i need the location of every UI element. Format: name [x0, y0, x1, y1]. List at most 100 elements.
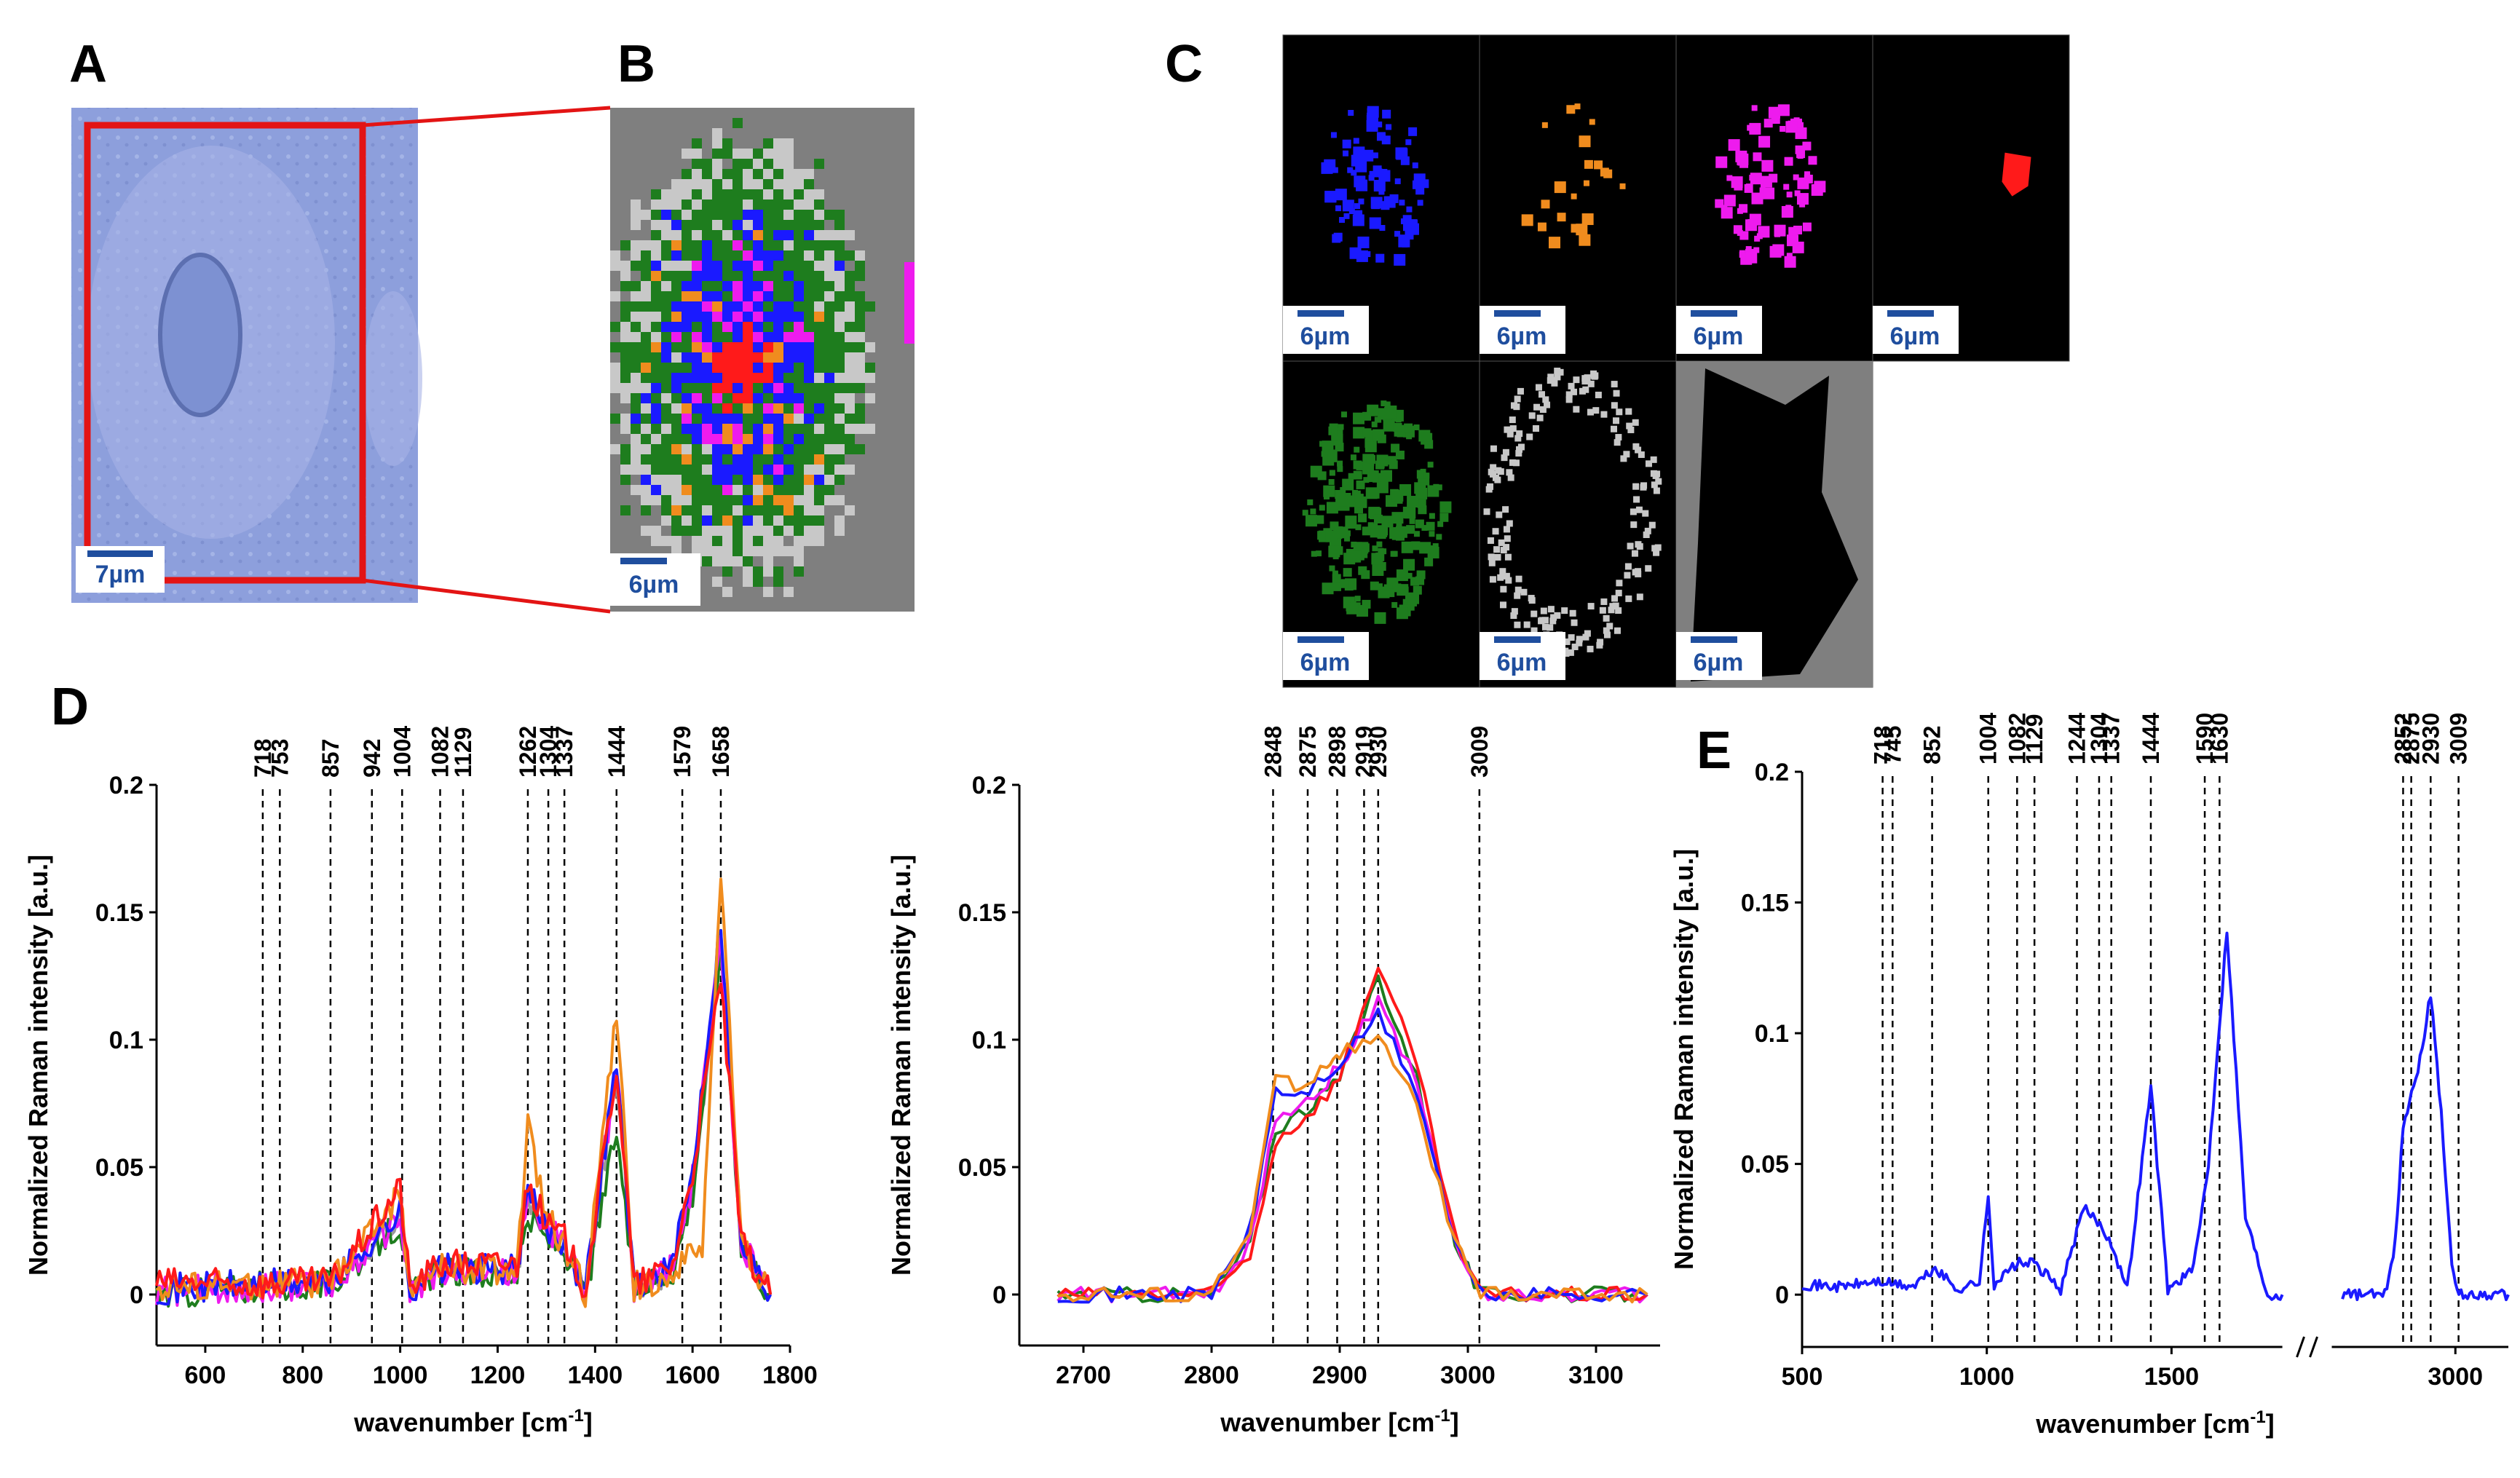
- x-axis-label: wavenumber [cm-1]: [353, 1406, 592, 1437]
- zoom-line-top: [362, 106, 611, 127]
- panel-a-roi-frame: [84, 122, 366, 584]
- peak-label: 1337: [551, 726, 577, 778]
- y-axis-label: Normalized Raman intensity [a.u.]: [886, 855, 916, 1276]
- y-tick-label: 0: [130, 1281, 143, 1309]
- y-tick-label: 0.15: [958, 899, 1006, 927]
- series-blue-hf: [2341, 996, 2510, 1302]
- x-tick-label: 3100: [1568, 1362, 1624, 1389]
- panel-label-e: E: [1697, 722, 1731, 780]
- x-tick-label: 1000: [373, 1362, 428, 1389]
- peak-label: 1658: [708, 726, 734, 778]
- component-map-gray: 6µm: [1675, 360, 1873, 688]
- y-axis-label: Normalized Raman intensity [a.u.]: [1669, 849, 1699, 1270]
- panel-b-scale-label: 6µm: [629, 571, 679, 598]
- component-map-scale-label: 6µm: [1300, 649, 1351, 676]
- component-map-magenta: 6µm: [1675, 34, 1873, 362]
- x-tick-label: 1500: [2144, 1363, 2200, 1391]
- peak-label: 857: [317, 739, 344, 778]
- peak-label: 1337: [2098, 713, 2125, 764]
- x-tick-label: 500: [1782, 1363, 1823, 1391]
- x-tick-label: 1000: [1959, 1363, 2015, 1391]
- peak-label: 2875: [1295, 726, 1321, 778]
- component-map-green: 6µm: [1282, 360, 1480, 688]
- peak-label: 1244: [2063, 713, 2090, 764]
- zoom-line-bottom: [362, 578, 611, 614]
- series-orange: [1057, 1034, 1648, 1304]
- peak-label: 1444: [604, 726, 630, 778]
- series-green: [1056, 974, 1648, 1303]
- y-tick-label: 0: [992, 1281, 1006, 1309]
- x-tick-label: 1600: [665, 1362, 720, 1389]
- peak-label: 2919: [1351, 726, 1377, 778]
- component-map-lightgray: 6µm: [1479, 360, 1677, 688]
- component-map-scale-label: 6µm: [1890, 323, 1940, 350]
- chart-e-average-spectrum: 0 0.05 0.1 0.15 0.2 500 1000 1500 3000 wavenumber…: [1669, 713, 2510, 1439]
- y-axis-label: Normalized Raman intensity [a.u.]: [23, 855, 53, 1276]
- peak-label: 2898: [1324, 726, 1350, 778]
- panel-b-cluster-map: [610, 108, 915, 612]
- peak-label: 1590: [2192, 713, 2218, 764]
- y-tick-label: 0.15: [95, 899, 143, 927]
- peak-label: 1579: [669, 726, 695, 778]
- panel-label-c: C: [1165, 35, 1203, 93]
- axis-break-mark: [2309, 1336, 2318, 1358]
- y-tick-label: 0.15: [1741, 890, 1789, 917]
- y-tick-label: 0: [1775, 1281, 1789, 1309]
- panel-a-scale-bar: 7µm: [76, 546, 165, 593]
- peak-label: 3009: [2446, 713, 2472, 764]
- y-tick-label: 0.05: [1741, 1151, 1789, 1179]
- y-tick-label: 0.1: [972, 1027, 1006, 1054]
- peak-label: 1304: [535, 726, 561, 778]
- panel-b-scale-bar: 6µm: [610, 553, 700, 606]
- panel-label-d: D: [51, 678, 89, 736]
- series-blue: [1802, 931, 2284, 1301]
- chart-d-fingerprint: 0 0.05 0.1 0.15 0.2 600 800 1000 1200 1400 1600 180…: [23, 726, 818, 1437]
- peak-label: 2848: [1260, 726, 1286, 778]
- axis-break-mark: [2296, 1336, 2305, 1358]
- panel-a-microscopy-image: [71, 108, 422, 603]
- x-tick-label: 1200: [470, 1362, 526, 1389]
- component-map-blue: 6µm: [1282, 34, 1480, 362]
- x-axis-label: wavenumber [cm-1]: [1220, 1406, 1458, 1437]
- x-tick-label: 2700: [1056, 1362, 1111, 1389]
- y-tick-label: 0.2: [1755, 759, 1789, 786]
- series-blue: [1057, 1007, 1648, 1304]
- series-red: [155, 982, 773, 1300]
- component-map-red: 6µm: [1872, 34, 2070, 362]
- peak-label: 753: [266, 739, 293, 778]
- x-tick-label: 2800: [1184, 1362, 1239, 1389]
- peak-label: 745: [1879, 726, 1905, 764]
- peak-label: 1304: [2086, 713, 2112, 764]
- y-tick-label: 0.05: [95, 1154, 143, 1182]
- peak-label: 1004: [1975, 713, 2002, 764]
- peak-label: 942: [359, 739, 385, 778]
- x-tick-label: 600: [185, 1362, 226, 1389]
- panel-label-a: A: [69, 35, 107, 93]
- peak-label: 3009: [1466, 726, 1493, 778]
- component-map-scale-label: 6µm: [1300, 323, 1351, 350]
- component-map-scale-label: 6µm: [1694, 323, 1744, 350]
- x-tick-label: 2900: [1312, 1362, 1367, 1389]
- y-tick-label: 0.2: [972, 772, 1006, 799]
- x-tick-label: 800: [282, 1362, 323, 1389]
- peak-label: 1004: [389, 726, 415, 778]
- peak-label: 1129: [2021, 714, 2047, 764]
- x-tick-label: 1800: [762, 1362, 818, 1389]
- component-map-scale-label: 6µm: [1497, 323, 1547, 350]
- peak-label: 852: [1919, 726, 1946, 764]
- peak-label: 2852: [2390, 713, 2416, 764]
- x-tick-label: 3000: [1440, 1362, 1496, 1389]
- peak-label: 1129: [450, 727, 476, 778]
- peak-label: 1262: [515, 726, 541, 778]
- y-tick-label: 0.1: [109, 1027, 143, 1054]
- peak-label: 1082: [427, 726, 453, 778]
- component-map-scale-label: 6µm: [1497, 649, 1547, 676]
- peak-label: 718: [1870, 726, 1896, 764]
- x-axis-label: wavenumber [cm-1]: [2035, 1407, 2274, 1439]
- panel-c-component-maps: 6µm 6µm 6µm 6µm 6µm 6µm 6µm: [1282, 34, 2070, 688]
- x-tick-label: 3000: [2428, 1363, 2483, 1391]
- panel-label-b: B: [617, 35, 655, 93]
- component-map-scale-label: 6µm: [1694, 649, 1744, 676]
- y-tick-label: 0.2: [109, 772, 143, 799]
